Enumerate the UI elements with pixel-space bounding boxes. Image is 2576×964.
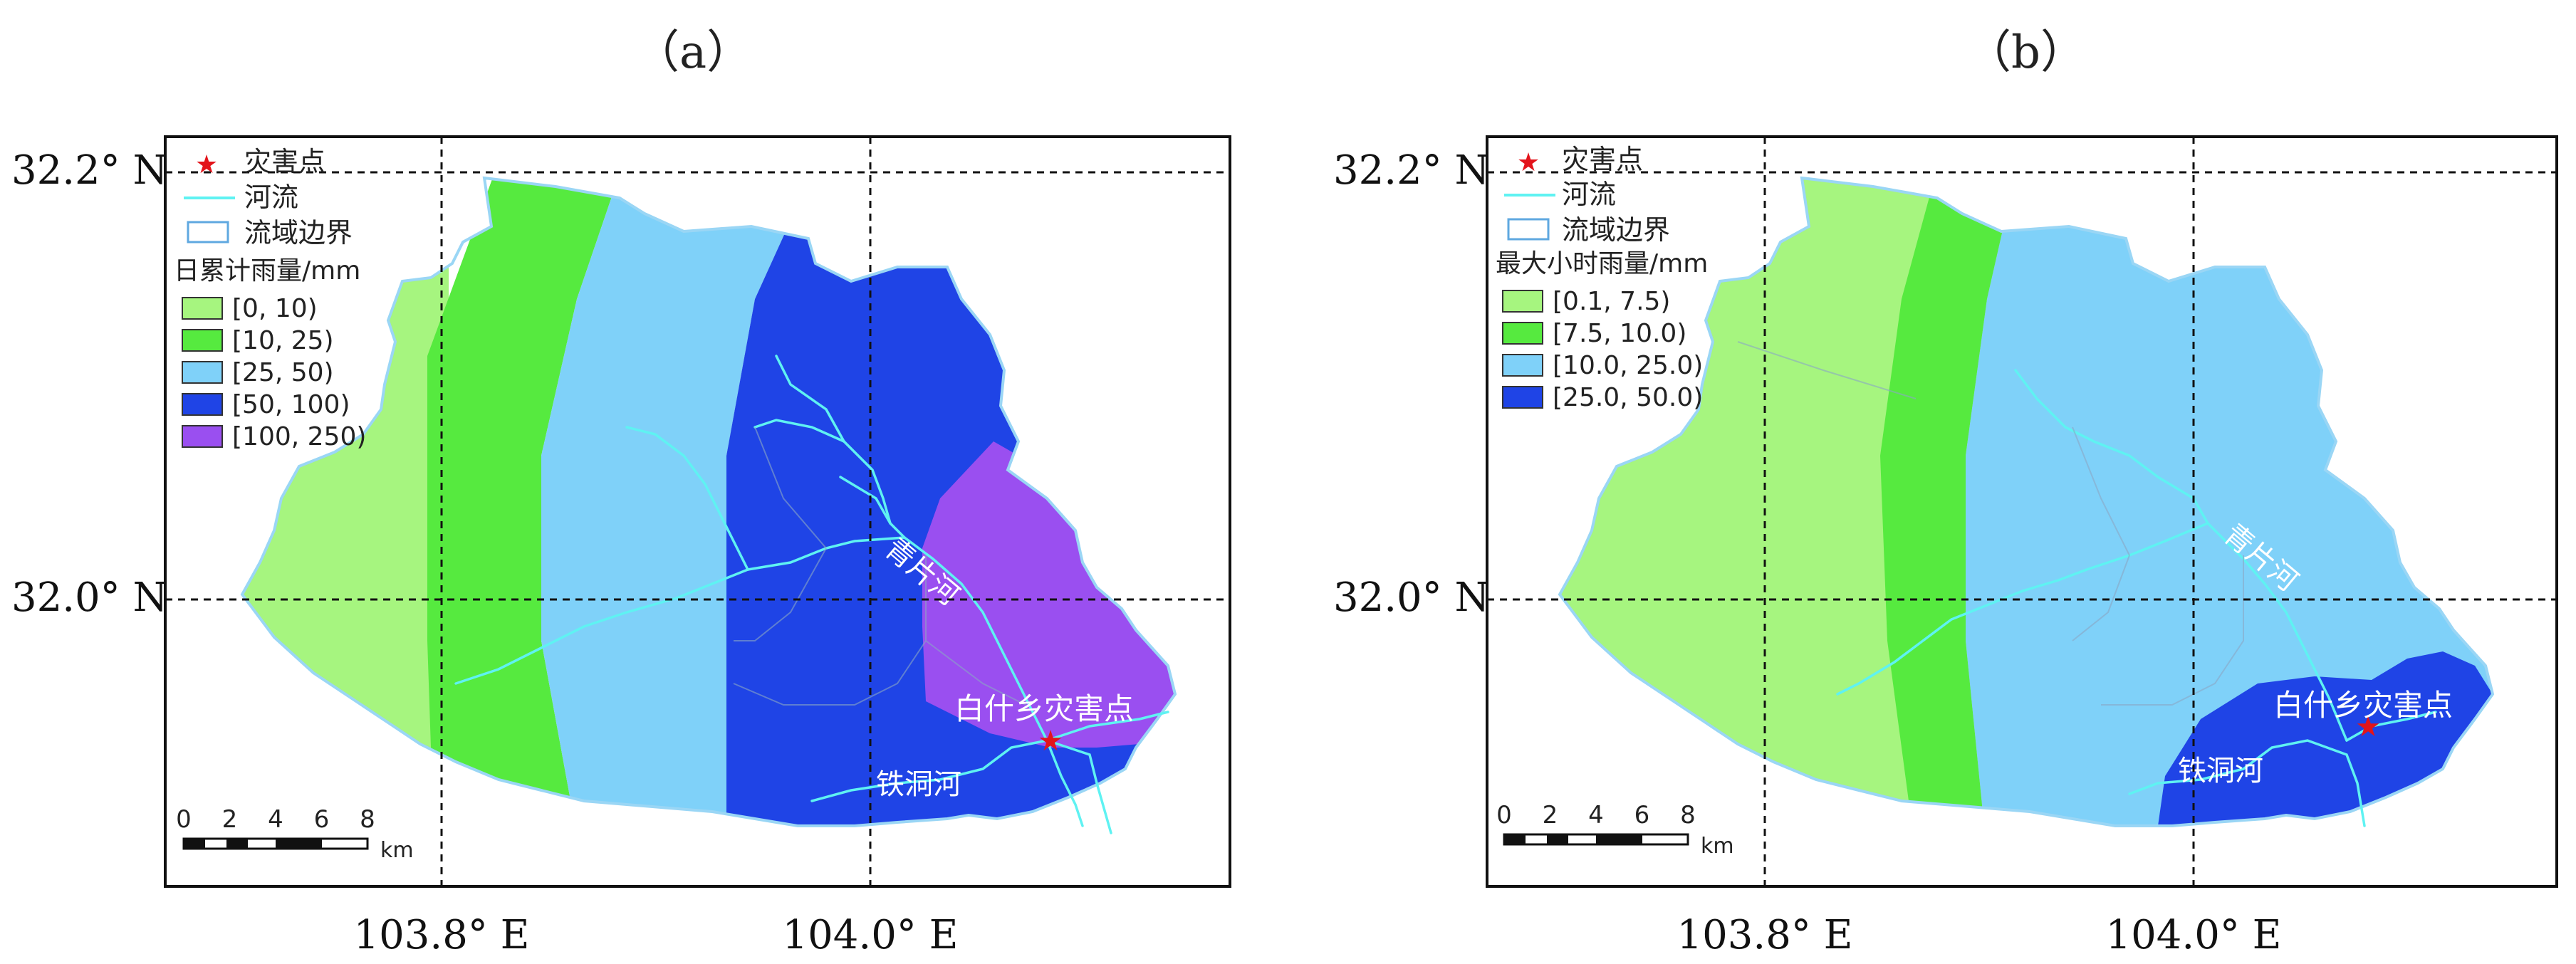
scalebar-tick-label: 2 xyxy=(222,805,238,834)
lat-label-32.2-a: 32.2° N xyxy=(11,147,168,194)
panel-a-label: （a） xyxy=(634,26,753,79)
tributaries-a xyxy=(733,426,1026,706)
legend-class-label: [25, 50) xyxy=(232,358,334,387)
legend-swatch xyxy=(182,393,223,416)
legend-boundary-label: 流域边界 xyxy=(1562,214,1670,246)
lat-label-32.0-b: 32.0° N xyxy=(1333,575,1490,621)
disaster-site-label-b: 白什乡灾害点 xyxy=(2273,688,2453,723)
lon-label-104.0-b: 104.0° E xyxy=(2106,912,2282,958)
legend-title: 日累计雨量/mm xyxy=(174,256,360,285)
lon-label-103.8-b: 103.8° E xyxy=(1677,912,1853,958)
scalebar-unit: km xyxy=(380,838,414,863)
legend-swatch xyxy=(182,425,223,448)
legend-river-label: 河流 xyxy=(1562,179,1616,210)
scalebar-tick-label: 8 xyxy=(1680,801,1696,829)
river-label-tiedong-b: 铁洞河 xyxy=(2178,755,2263,787)
disaster-site-label-a: 白什乡灾害点 xyxy=(954,691,1134,726)
lat-label-32.2-b: 32.2° N xyxy=(1333,147,1490,194)
panel-b-map: ★ 青片河 铁洞河 白什乡灾害点 32.2° N 32.0° N 103.8° … xyxy=(1333,135,2558,958)
graticule-a xyxy=(165,137,1230,886)
legend-class-label: [50, 100) xyxy=(232,390,350,419)
scalebar-tick-label: 6 xyxy=(314,805,330,834)
legend-swatch xyxy=(182,297,223,320)
disaster-star-a: ★ xyxy=(1038,725,1063,758)
legend-swatch xyxy=(1502,290,1543,313)
legend-swatch xyxy=(182,361,223,384)
legend-boundary-label: 流域边界 xyxy=(244,217,353,248)
scalebar-tick-label: 0 xyxy=(1496,801,1512,829)
legend-swatch xyxy=(182,329,223,352)
lon-label-103.8-a: 103.8° E xyxy=(354,912,530,958)
graticule-b xyxy=(1487,137,2557,886)
legend-class-label: [100, 250) xyxy=(232,422,366,451)
legend-class-label: [0, 10) xyxy=(232,294,318,323)
legend-swatch xyxy=(1502,322,1543,345)
scalebar-a: 0 2 4 6 8 km xyxy=(176,805,413,863)
legend-title: 最大小时雨量/mm xyxy=(1496,249,1708,278)
legend-class-label: [10.0, 25.0) xyxy=(1553,351,1703,380)
legend-swatch xyxy=(1502,354,1543,377)
panel-a-map: ★ 青片河 铁洞河 白什乡灾害点 32.2° N 32.0° N 103.8° … xyxy=(11,135,1231,958)
legend-class-label: [0.1, 7.5) xyxy=(1553,287,1670,316)
zone-7.5-10 xyxy=(1880,178,2023,826)
legend-boundary-icon xyxy=(187,221,229,243)
zone-0-10 xyxy=(242,178,449,826)
scalebar-tick-label: 4 xyxy=(1588,801,1604,829)
legend-boundary-icon xyxy=(1507,218,1550,241)
map-frame-b xyxy=(1486,135,2558,888)
scalebar-tick-label: 2 xyxy=(1543,801,1558,829)
legend-class-label: [7.5, 10.0) xyxy=(1553,319,1686,348)
scalebar-tick-label: 8 xyxy=(360,805,375,834)
legend-b: ★ 灾害点 河流 流域边界 最大小时雨量/mm [0.1, 7.5) [7.5, … xyxy=(1496,144,1708,412)
legend-river-label: 河流 xyxy=(244,182,298,213)
lat-label-32.0-a: 32.0° N xyxy=(11,575,168,621)
scalebar-unit: km xyxy=(1701,834,1734,859)
legend-class-label: [25.0, 50.0) xyxy=(1553,383,1703,412)
scalebar-tick-label: 0 xyxy=(176,805,192,834)
river-label-tiedong-a: 铁洞河 xyxy=(876,768,961,801)
zone-100-250 xyxy=(922,441,1175,748)
legend-disaster-label: 灾害点 xyxy=(1562,144,1643,175)
scalebar-tick-label: 6 xyxy=(1634,801,1650,829)
panel-b-label: （b） xyxy=(1966,26,2086,79)
legend-disaster-label: 灾害点 xyxy=(244,146,325,177)
tributaries-b xyxy=(1737,341,2244,706)
zone-25-50 xyxy=(541,178,826,826)
legend-star-icon: ★ xyxy=(1517,148,1540,177)
map-frame-a xyxy=(164,135,1231,888)
lon-label-104.0-a: 104.0° E xyxy=(783,912,959,958)
scalebar-tick-label: 4 xyxy=(268,805,283,834)
disaster-star-b: ★ xyxy=(2355,711,2381,743)
legend-class-label: [10, 25) xyxy=(232,326,334,355)
legend-a: ★ 灾害点 河流 流域边界 日累计雨量/mm [0, 10) [10, 25) [2… xyxy=(174,146,366,451)
legend-star-icon: ★ xyxy=(195,150,218,179)
scalebar-b: 0 2 4 6 8 km xyxy=(1496,801,1733,859)
legend-swatch xyxy=(1502,386,1543,409)
